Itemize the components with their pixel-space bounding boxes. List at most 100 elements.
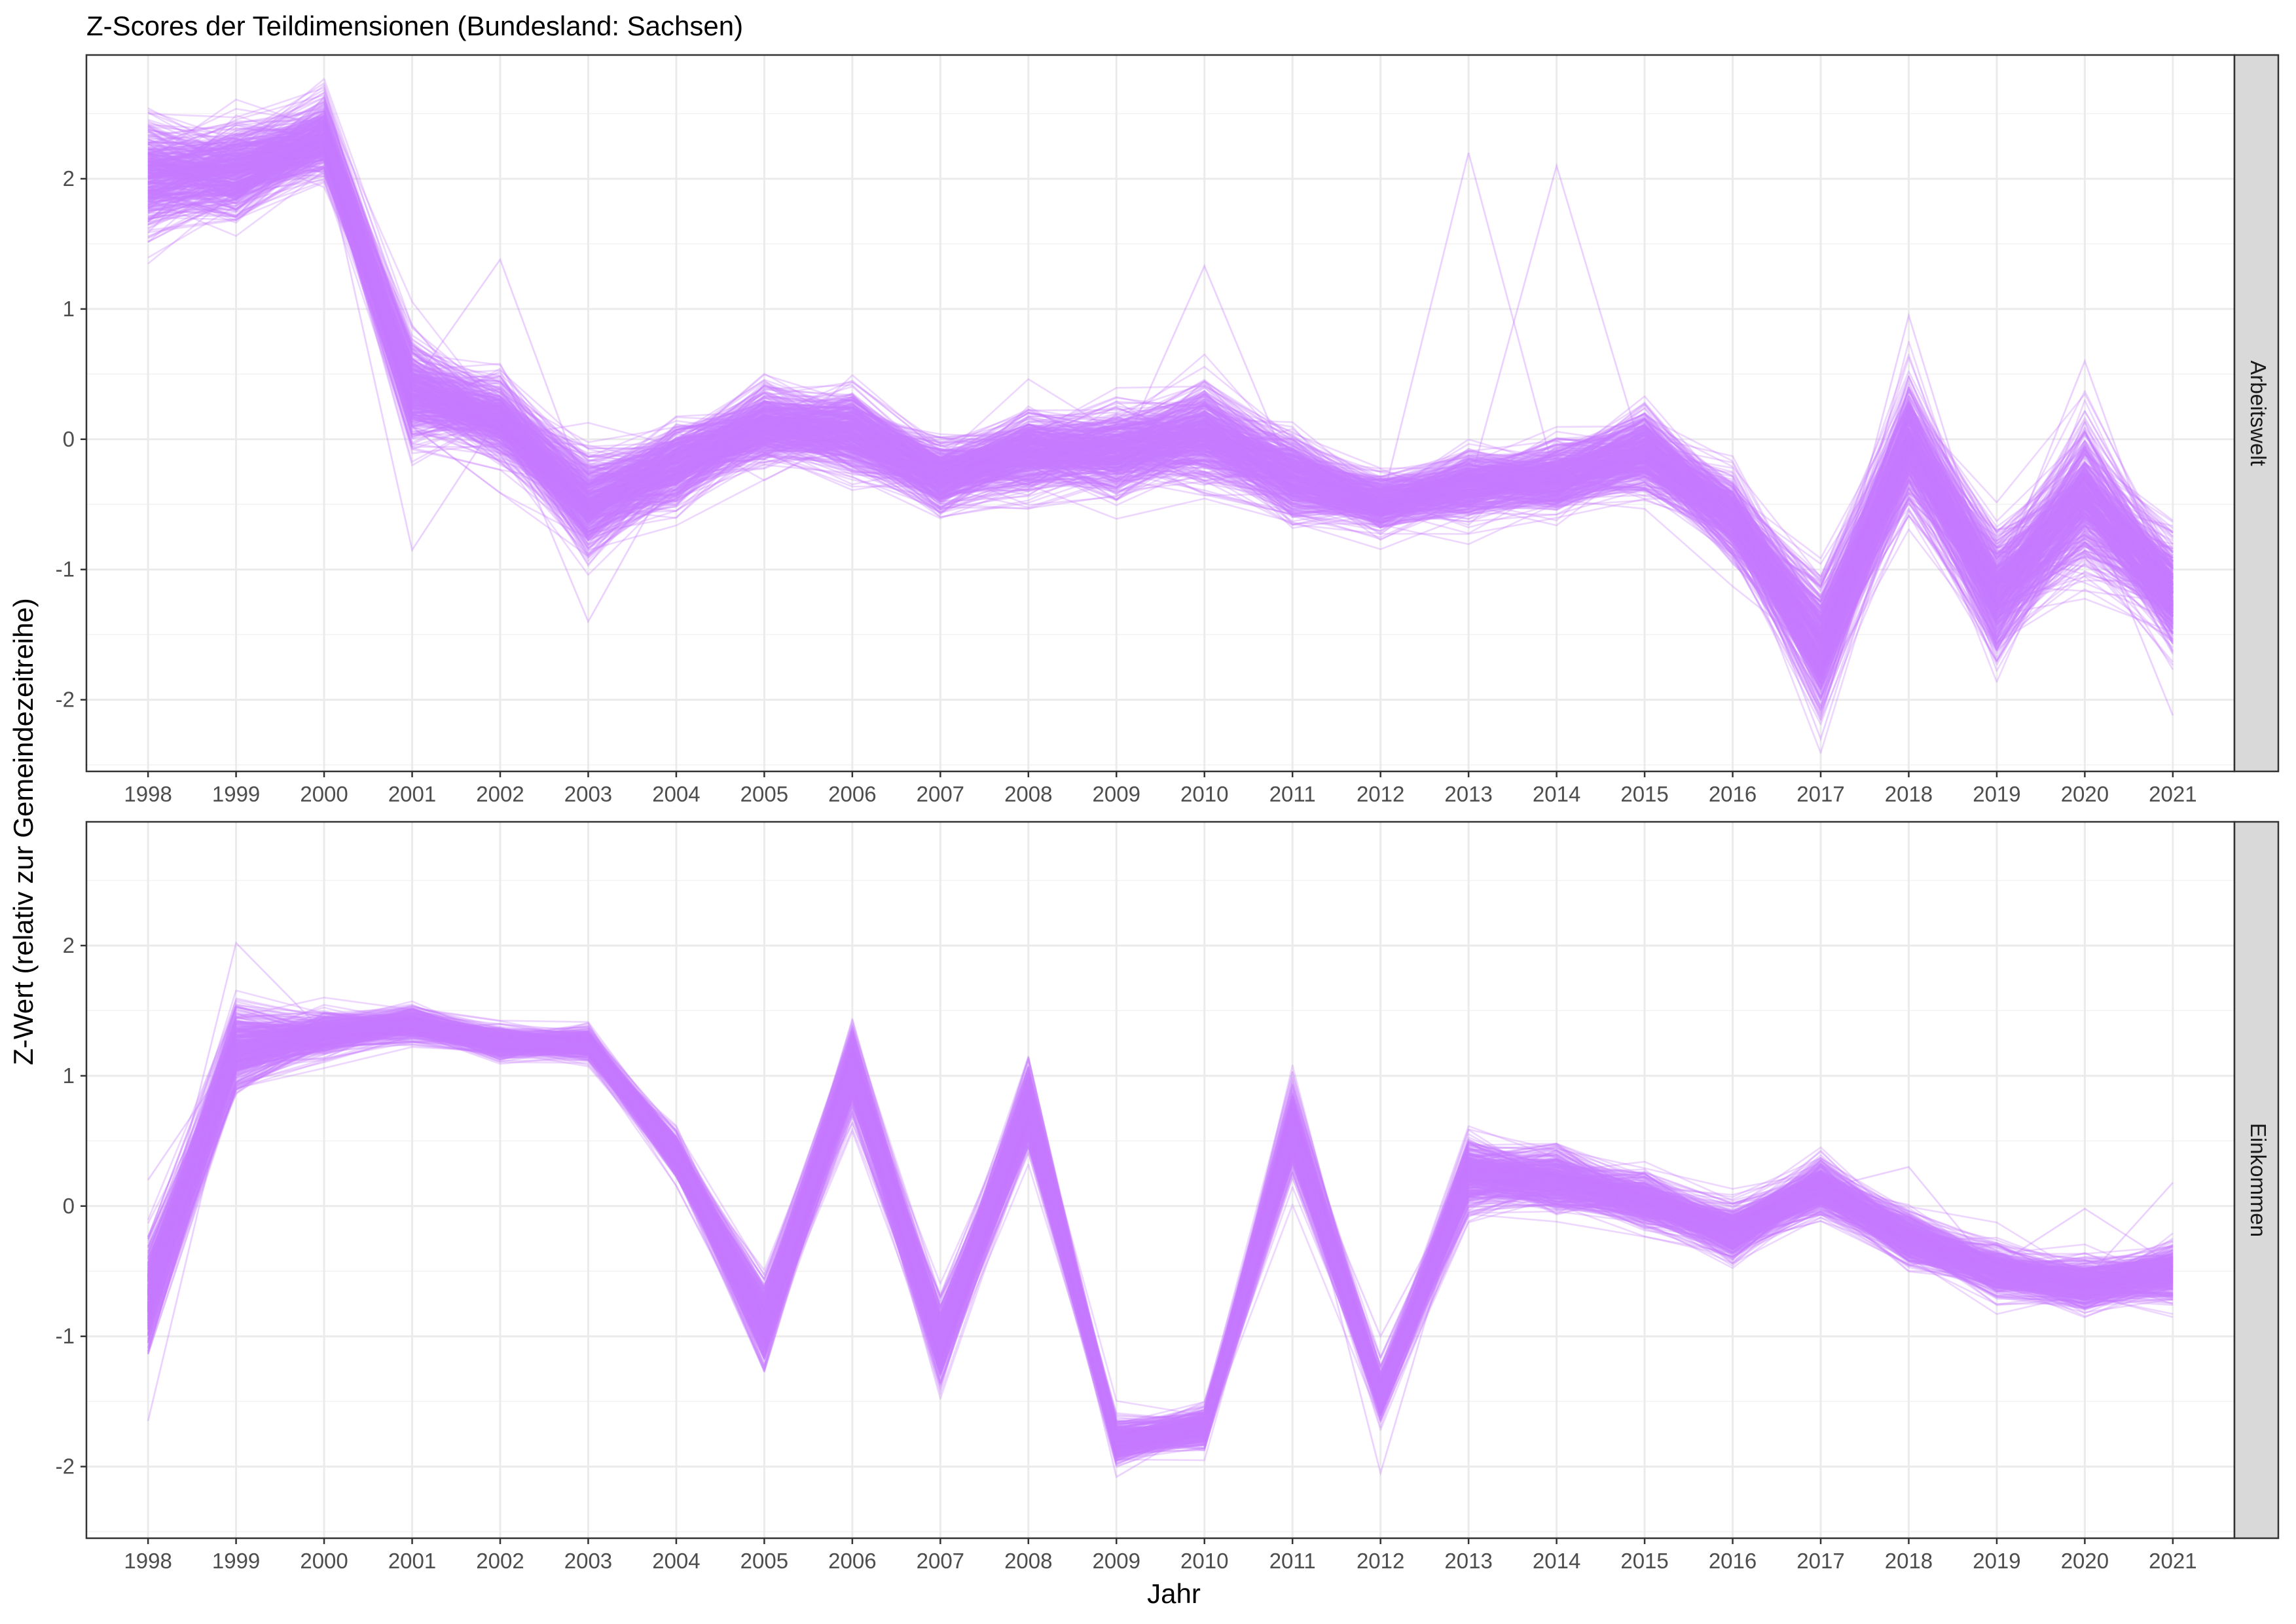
series-line bbox=[147, 1011, 2174, 1438]
series-line bbox=[148, 146, 2174, 710]
series-line bbox=[147, 129, 2174, 657]
series-line bbox=[147, 1029, 2173, 1447]
series-line bbox=[147, 131, 2174, 678]
x-tick-label: 2017 bbox=[1796, 1549, 1844, 1573]
series-line bbox=[147, 115, 2174, 638]
series-line bbox=[147, 106, 2174, 618]
series-line bbox=[147, 139, 2174, 627]
series-line bbox=[147, 153, 2174, 699]
series-line bbox=[147, 144, 2174, 644]
series-line bbox=[147, 1027, 2174, 1446]
series-line bbox=[147, 105, 2174, 661]
series-line bbox=[147, 120, 2174, 650]
series-line bbox=[147, 1024, 2174, 1454]
series-line bbox=[147, 1026, 2174, 1437]
series-line bbox=[147, 78, 2174, 607]
series-line bbox=[147, 134, 2174, 640]
series-line bbox=[147, 1036, 2174, 1443]
series-line bbox=[147, 157, 2174, 663]
series-line bbox=[147, 1016, 2174, 1435]
series-line bbox=[147, 1021, 2174, 1442]
series-line bbox=[147, 1031, 2174, 1450]
x-tick-label: 1998 bbox=[124, 782, 172, 806]
series-line bbox=[147, 139, 2174, 621]
panel-einkommen: Einkommen -2 -1 0 1 2 1998 1999 2000 2001 2002 2003… bbox=[56, 821, 2280, 1573]
series-line bbox=[148, 128, 2174, 665]
series-line bbox=[147, 128, 2174, 616]
outlier-line bbox=[147, 1024, 2174, 1479]
series-line bbox=[147, 1016, 2174, 1433]
series-line bbox=[147, 135, 2174, 631]
series-line bbox=[147, 1023, 2174, 1445]
series-line bbox=[147, 144, 2174, 642]
series-line bbox=[147, 153, 2174, 726]
series-line bbox=[147, 1037, 2174, 1453]
series-line bbox=[147, 1006, 2173, 1417]
series-line bbox=[147, 1024, 2173, 1456]
series-line bbox=[147, 1020, 2174, 1458]
series-line bbox=[147, 1021, 2174, 1459]
series-line bbox=[147, 132, 2174, 651]
series-line bbox=[147, 128, 2174, 629]
series-line bbox=[147, 1025, 2174, 1444]
series-line bbox=[148, 137, 2174, 663]
series-line bbox=[147, 149, 2174, 664]
x-tick-label: 2008 bbox=[1004, 782, 1052, 806]
series-line bbox=[147, 1026, 2174, 1438]
series-line bbox=[148, 157, 2174, 672]
series-line bbox=[147, 1018, 2174, 1427]
series-line bbox=[147, 133, 2174, 650]
x-tick-label: 2021 bbox=[2149, 1549, 2196, 1573]
series-line bbox=[147, 1031, 2174, 1455]
series-line bbox=[147, 1027, 2173, 1441]
series-line bbox=[147, 1027, 2174, 1453]
series-line bbox=[147, 130, 2174, 625]
x-tick-label: 2013 bbox=[1444, 1549, 1492, 1573]
series-line bbox=[147, 1025, 2174, 1440]
series-line bbox=[147, 145, 2174, 645]
series-line bbox=[147, 1023, 2173, 1439]
series-line bbox=[147, 1018, 2173, 1456]
series-line bbox=[147, 156, 2174, 621]
series-line bbox=[147, 1033, 2174, 1447]
series-line bbox=[147, 1021, 2173, 1450]
series-line bbox=[147, 139, 2174, 646]
series-line bbox=[147, 143, 2174, 700]
series-line bbox=[147, 1041, 2174, 1466]
series-line bbox=[147, 1012, 2174, 1428]
series-line bbox=[147, 144, 2174, 614]
outlier-line bbox=[148, 124, 2174, 742]
series-line bbox=[147, 1027, 2174, 1449]
series-line bbox=[147, 1031, 2174, 1439]
series-line bbox=[148, 136, 2174, 623]
series-line bbox=[147, 142, 2174, 605]
chart-title: Z-Scores der Teildimensionen (Bundesland… bbox=[86, 10, 743, 41]
series-line bbox=[147, 1012, 2173, 1438]
series-line bbox=[147, 1008, 2174, 1429]
outlier-line bbox=[147, 132, 2174, 657]
series-line bbox=[147, 1022, 2174, 1438]
series-line bbox=[148, 122, 2174, 650]
series-line bbox=[147, 1035, 2174, 1439]
series-line bbox=[147, 1018, 2174, 1431]
series-line bbox=[147, 154, 2174, 672]
outlier-line bbox=[147, 1019, 2174, 1445]
series-line bbox=[147, 139, 2174, 656]
series-line bbox=[147, 1019, 2173, 1443]
series-line bbox=[147, 1027, 2174, 1453]
series-line bbox=[147, 1022, 2174, 1435]
series-line bbox=[147, 1020, 2174, 1423]
series-line bbox=[147, 1016, 2174, 1447]
x-tick-label: 2014 bbox=[1533, 782, 1580, 806]
series-line bbox=[147, 1029, 2174, 1452]
series-line bbox=[147, 1027, 2174, 1450]
series-line bbox=[147, 1029, 2174, 1457]
series-line bbox=[147, 120, 2174, 672]
series-line bbox=[147, 148, 2174, 611]
series-line bbox=[147, 1025, 2174, 1438]
series-line bbox=[147, 130, 2174, 665]
series-line bbox=[147, 1006, 2174, 1423]
panel-background bbox=[86, 55, 2234, 771]
series-line bbox=[147, 125, 2174, 650]
